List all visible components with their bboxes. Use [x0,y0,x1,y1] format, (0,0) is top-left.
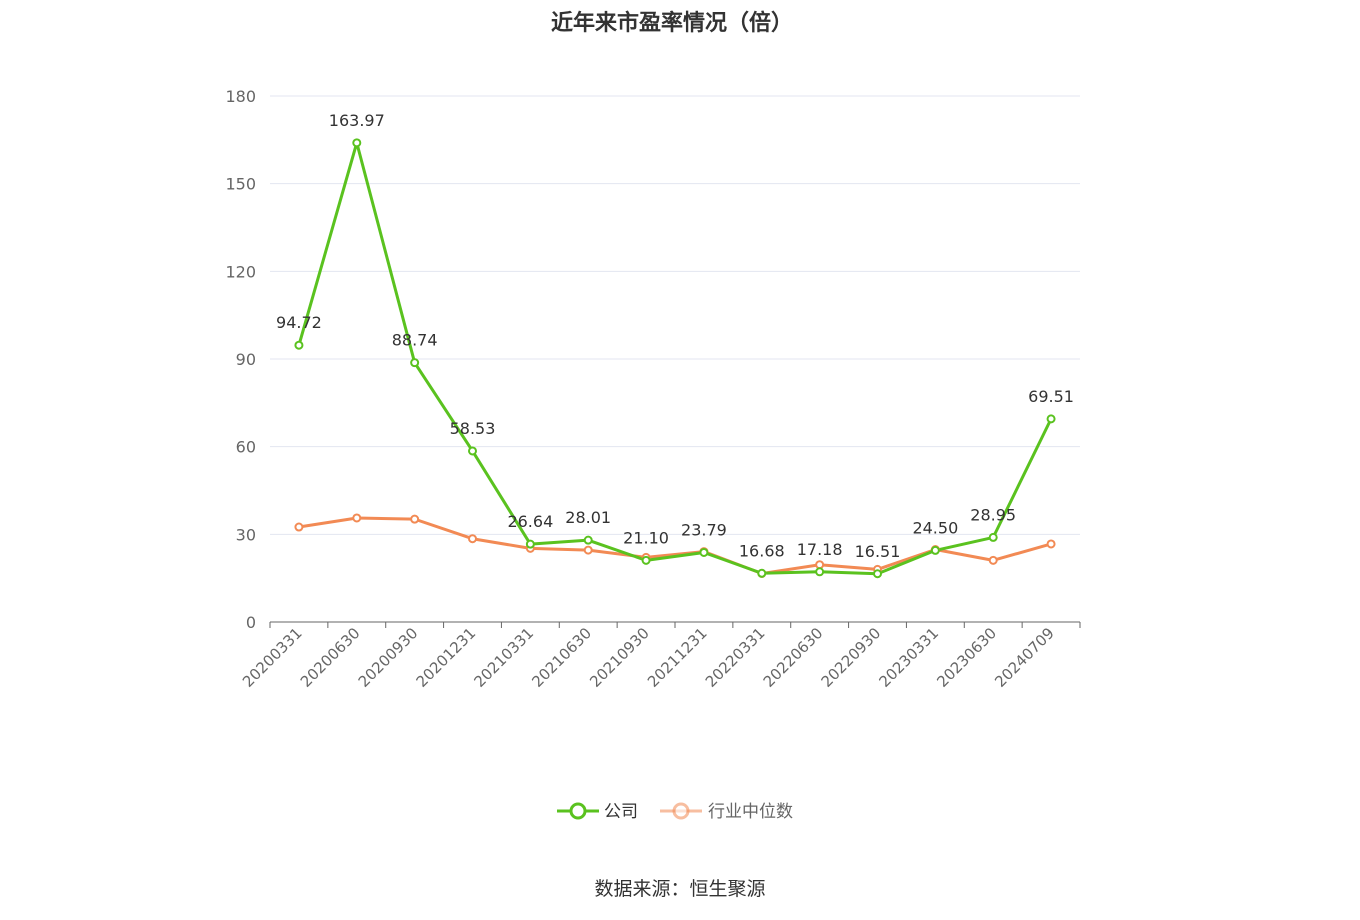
data-source: 数据来源：恒生聚源 [594,878,765,900]
company-data-label: 24.50 [912,518,958,537]
y-axis-ticks: 0 30 60 90 120 150 180 [225,87,256,632]
company-data-label: 28.01 [565,508,611,527]
legend-item-industry[interactable]: 行业中位数 [660,802,793,822]
x-tick-label: 20211231 [644,624,711,691]
company-point[interactable] [815,567,825,577]
industry-median-point[interactable] [352,513,362,523]
company-point[interactable] [410,358,420,368]
x-tick-label: 20230630 [933,624,1000,691]
legend-industry-label: 行业中位数 [708,802,793,822]
chart-title: 近年来市盈率情况（倍） [551,10,793,36]
company-data-label: 23.79 [681,520,727,539]
y-tick-label: 60 [236,438,256,457]
industry-median-point[interactable] [410,514,420,524]
company-data-label: 163.97 [329,111,385,130]
legend-company-marker [569,802,587,820]
company-point[interactable] [988,532,998,542]
legend-item-company[interactable]: 公司 [557,802,638,822]
company-point[interactable] [468,446,477,456]
company-point[interactable] [1046,414,1056,424]
x-tick-label: 20220630 [760,624,827,691]
legend-industry-marker [672,802,690,820]
y-tick-label: 180 [225,87,256,106]
company-data-label: 94.72 [276,313,322,332]
x-tick-label: 20200331 [239,624,306,691]
company-data-label: 21.10 [623,528,669,547]
industry-median-point[interactable] [294,522,304,532]
company-point[interactable] [930,545,940,555]
company-data-label: 16.51 [855,542,901,561]
company-point[interactable] [873,569,882,579]
x-tick-label: 20230331 [875,624,942,691]
industry-median-point[interactable] [988,555,998,565]
company-point[interactable] [699,547,709,557]
x-axis: 2020033120200630202009302020123120210331… [239,621,1081,691]
y-tick-label: 120 [225,262,256,281]
company-data-label: 26.64 [507,512,553,531]
company-point[interactable] [525,539,535,549]
series-lines [297,141,1053,576]
x-tick-label: 20210930 [586,624,653,691]
y-tick-label: 90 [236,350,256,369]
x-tick-label: 20200930 [355,624,422,691]
y-tick-label: 0 [246,613,256,632]
company-point[interactable] [641,555,651,565]
x-tick-label: 20200630 [297,624,364,691]
industry-median-point[interactable] [1046,539,1056,549]
x-tick-label: 20220930 [818,624,885,691]
x-tick-label: 20220331 [702,624,769,691]
company-data-label: 58.53 [450,419,496,438]
company-point[interactable] [757,568,767,578]
company-data-label: 16.68 [739,541,785,560]
x-tick-label: 20240709 [991,624,1058,691]
company-point[interactable] [352,138,362,148]
company-data-label: 69.51 [1028,387,1074,406]
legend-company-label: 公司 [604,802,638,822]
company-data-label: 17.18 [797,540,843,559]
company-point[interactable] [294,340,304,350]
company-point[interactable] [583,535,593,545]
industry-median-point[interactable] [468,534,477,544]
company-line [297,141,1053,576]
y-tick-label: 30 [236,525,256,544]
y-tick-label: 150 [225,175,256,194]
company-data-label: 28.95 [970,505,1016,524]
x-tick-label: 20210630 [528,624,595,691]
data-labels: 94.72 163.97 88.74 58.53 26.64 28.01 21.10 23.7… [276,111,1074,561]
industry-median-point[interactable] [583,545,593,555]
legend: 公司 行业中位数 [557,802,793,822]
x-tick-label: 20201231 [413,624,480,691]
x-tick-label: 20210331 [470,624,537,691]
series-points [294,138,1056,579]
grid-lines [270,95,1080,535]
company-data-label: 88.74 [392,331,438,350]
industry-median-point[interactable] [815,560,825,570]
